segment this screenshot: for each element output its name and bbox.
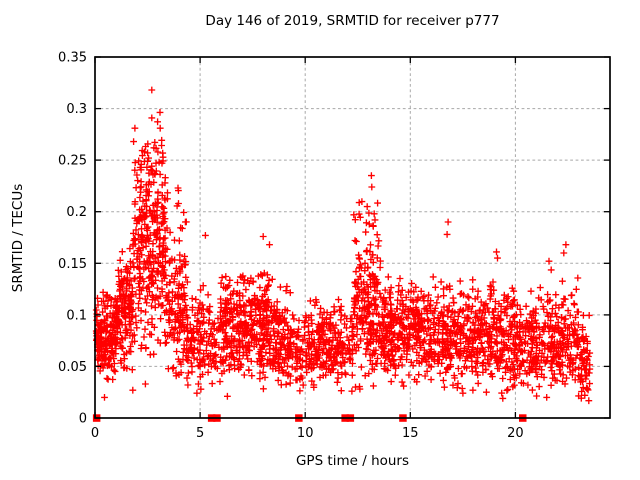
x-tick-label: 5 [196, 426, 204, 441]
y-tick-label: 0.15 [58, 257, 87, 272]
y-tick-label: 0 [79, 412, 87, 427]
y-tick-label: 0.25 [58, 154, 87, 169]
chart-title: Day 146 of 2019, SRMTID for receiver p77… [205, 13, 500, 29]
x-tick-label: 20 [507, 426, 524, 441]
scatter-points [92, 86, 594, 405]
x-tick-label: 0 [91, 426, 99, 441]
x-tick-label: 10 [297, 426, 314, 441]
y-tick-label: 0.3 [66, 102, 87, 117]
plot-border [94, 56, 611, 419]
y-tick-label: 0.2 [66, 205, 87, 220]
y-tick-label: 0.35 [58, 51, 87, 66]
x-tick-label: 15 [402, 426, 419, 441]
x-axis-label: GPS time / hours [295, 453, 410, 469]
y-tick-label: 0.05 [58, 360, 87, 375]
y-tick-label: 0.1 [66, 308, 87, 323]
tick-labels: 0 5 10 15 20 0 0.05 0.1 0.15 0.2 0.25 0.3 0.35 [58, 51, 524, 442]
